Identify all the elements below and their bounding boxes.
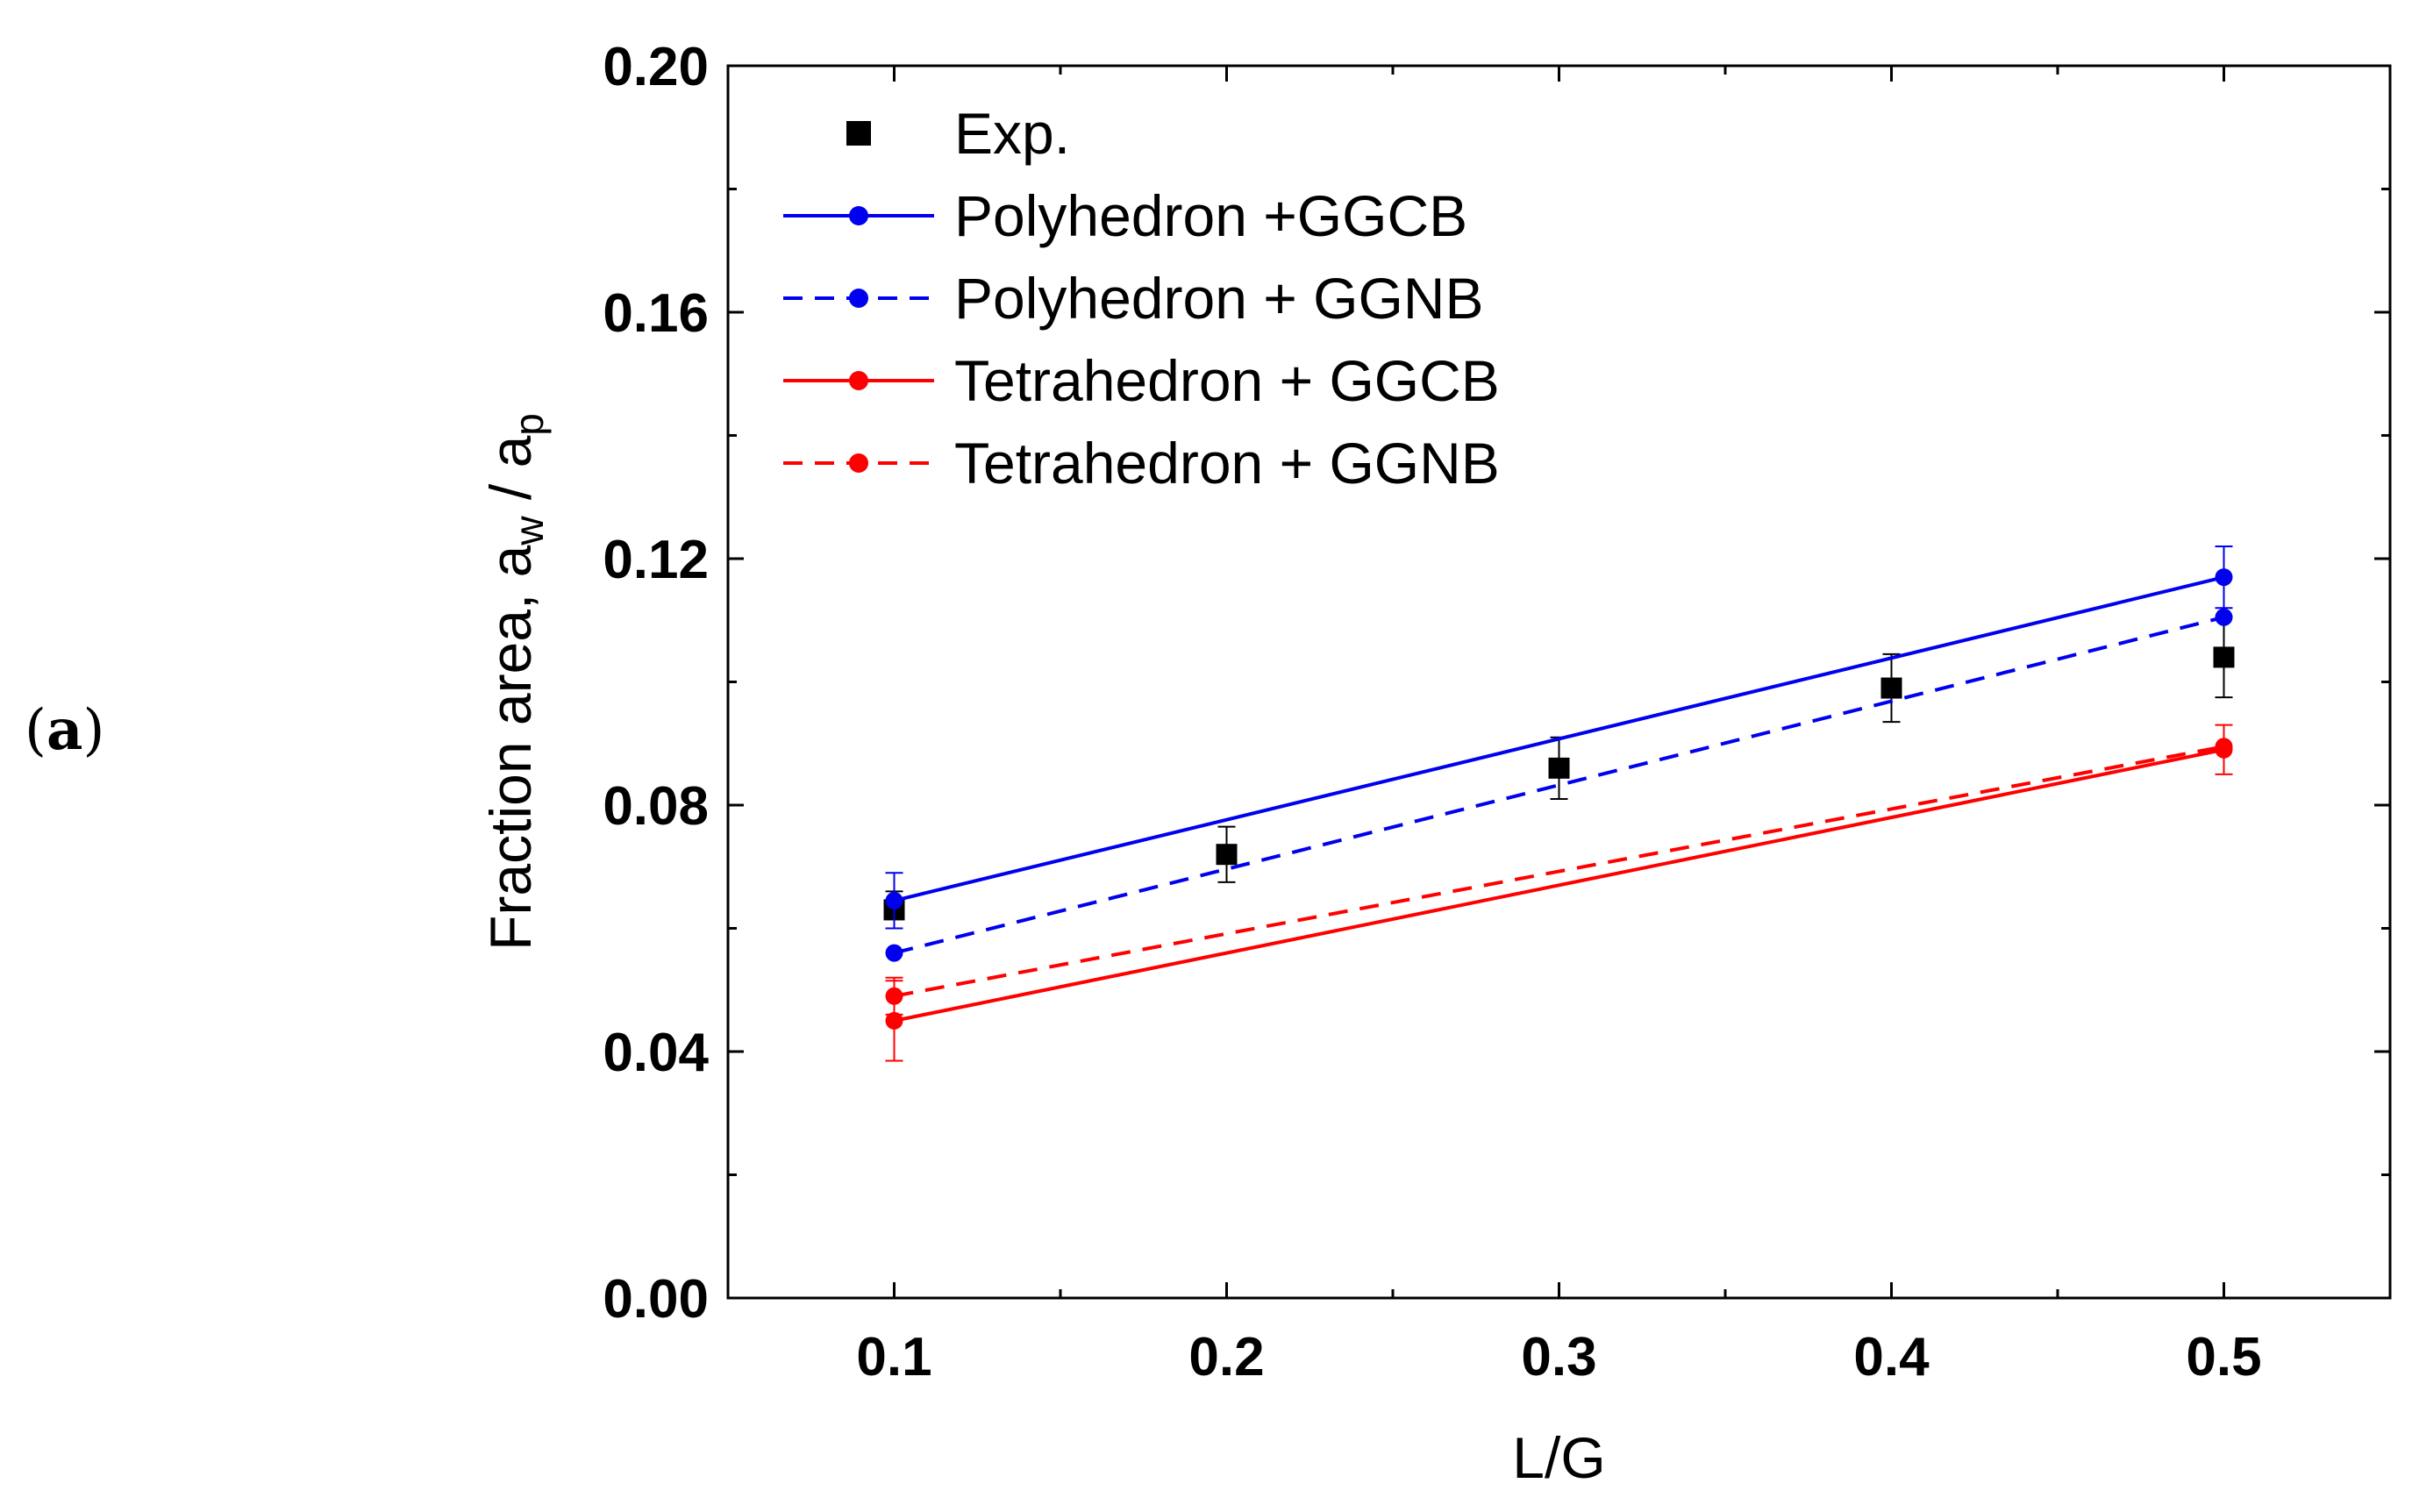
series-line [894, 575, 2224, 902]
x-tick-label: 0.2 [1188, 1327, 1264, 1387]
series-1 [885, 545, 2233, 930]
data-point [2215, 738, 2233, 756]
legend-marker [849, 289, 868, 308]
data-point [885, 987, 903, 1005]
y-tick-label: 0.16 [603, 283, 709, 344]
panel-label-letter: a [46, 697, 83, 763]
data-point [2215, 608, 2233, 626]
series-line [894, 745, 2224, 998]
legend: Exp. Polyhedron +GGCB Polyhedron + GGNB Tet… [783, 101, 1500, 496]
y-tick-label: 0.00 [603, 1269, 709, 1330]
plot-frame [726, 64, 2392, 1300]
legend-label: Polyhedron +GGCB [954, 183, 1467, 248]
x-tick-label: 0.3 [1521, 1327, 1596, 1387]
legend-marker [849, 206, 868, 225]
x-tick-label: 0.4 [1853, 1327, 1930, 1387]
legend-label: Polyhedron + GGNB [954, 266, 1483, 331]
legend-label: Tetrahedron + GGCB [954, 348, 1500, 413]
y-axis-title: Fraction area, aw / ap [478, 413, 552, 951]
legend-entry: Exp. [846, 101, 1070, 166]
ticks: 0.1 0.2 0.3 0.4 0.5 0.00 0.04 0.08 0.12 0.16 0.20 [603, 37, 2392, 1387]
x-tick-label: 0.1 [856, 1327, 931, 1387]
y-tick-label: 0.04 [603, 1023, 709, 1083]
legend-entry: Polyhedron +GGCB [783, 183, 1467, 248]
series-line [894, 747, 2224, 1023]
data-point [885, 891, 903, 909]
x-tick-label: 0.5 [2186, 1327, 2261, 1387]
x-axis-title: L/G [1512, 1425, 1605, 1490]
y-axis-title-sub-p: p [506, 413, 552, 436]
data-point [885, 944, 903, 962]
series-line [894, 615, 2224, 955]
legend-marker [849, 371, 868, 390]
series-2 [885, 608, 2233, 962]
data-point [1216, 844, 1238, 866]
data-point [885, 1011, 903, 1030]
legend-entry: Tetrahedron + GGNB [783, 431, 1500, 496]
axes [726, 64, 2392, 1300]
legend-marker [846, 121, 871, 146]
data-point [2215, 568, 2233, 587]
data-point [1548, 757, 1570, 779]
data-point [1880, 677, 1902, 699]
legend-label: Exp. [954, 101, 1070, 166]
series-4 [885, 738, 2233, 1016]
panel-label: (a) [25, 697, 105, 763]
legend-marker [849, 453, 868, 473]
series-0 [883, 616, 2235, 930]
y-axis-title-main: Fraction area, a [478, 545, 543, 951]
legend-entry: Polyhedron + GGNB [783, 266, 1483, 331]
y-tick-label: 0.20 [603, 37, 709, 97]
legend-label: Tetrahedron + GGNB [954, 431, 1500, 496]
data-point [2213, 646, 2235, 668]
y-tick-label: 0.08 [603, 776, 709, 837]
y-tick-label: 0.12 [603, 530, 709, 590]
series-layer [883, 545, 2235, 1062]
y-axis-title-sub-w: w [506, 516, 552, 546]
legend-entry: Tetrahedron + GGCB [783, 348, 1500, 413]
y-axis-title-mid: / a [478, 435, 543, 516]
